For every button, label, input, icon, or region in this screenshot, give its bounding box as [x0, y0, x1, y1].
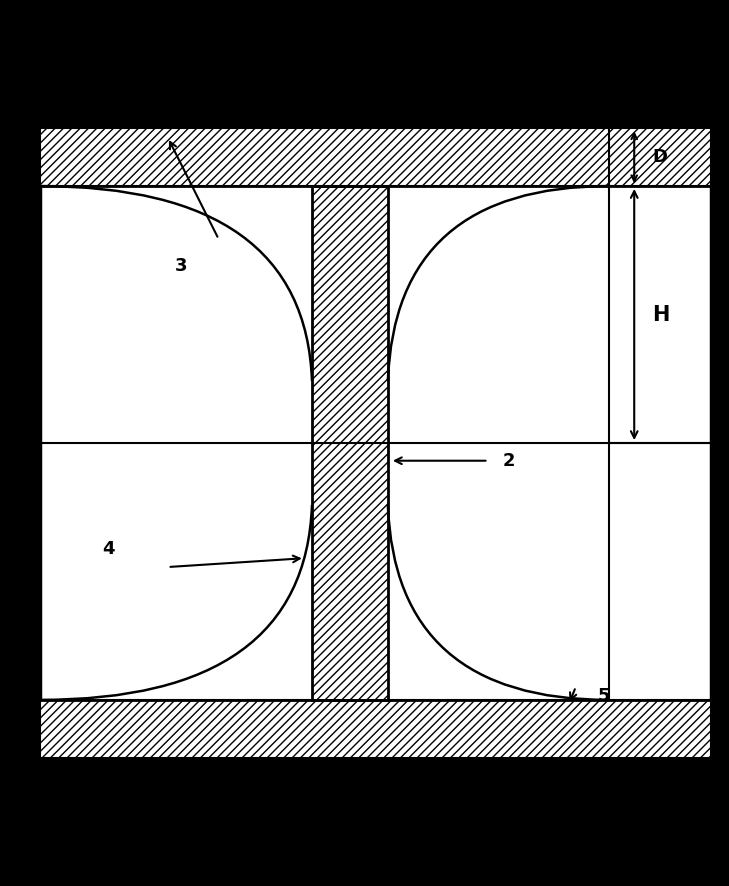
Bar	[312, 186, 388, 700]
Text: 5: 5	[598, 687, 610, 704]
Text: 3: 3	[175, 257, 187, 275]
Text: D: D	[652, 148, 668, 167]
Bar	[40, 700, 711, 758]
Text: 2: 2	[503, 452, 515, 470]
Text: H: H	[652, 305, 670, 324]
Text: 1: 1	[583, 31, 596, 49]
Bar	[40, 758, 711, 864]
Bar	[40, 22, 711, 128]
Bar	[40, 128, 711, 186]
Text: 4: 4	[102, 540, 114, 558]
